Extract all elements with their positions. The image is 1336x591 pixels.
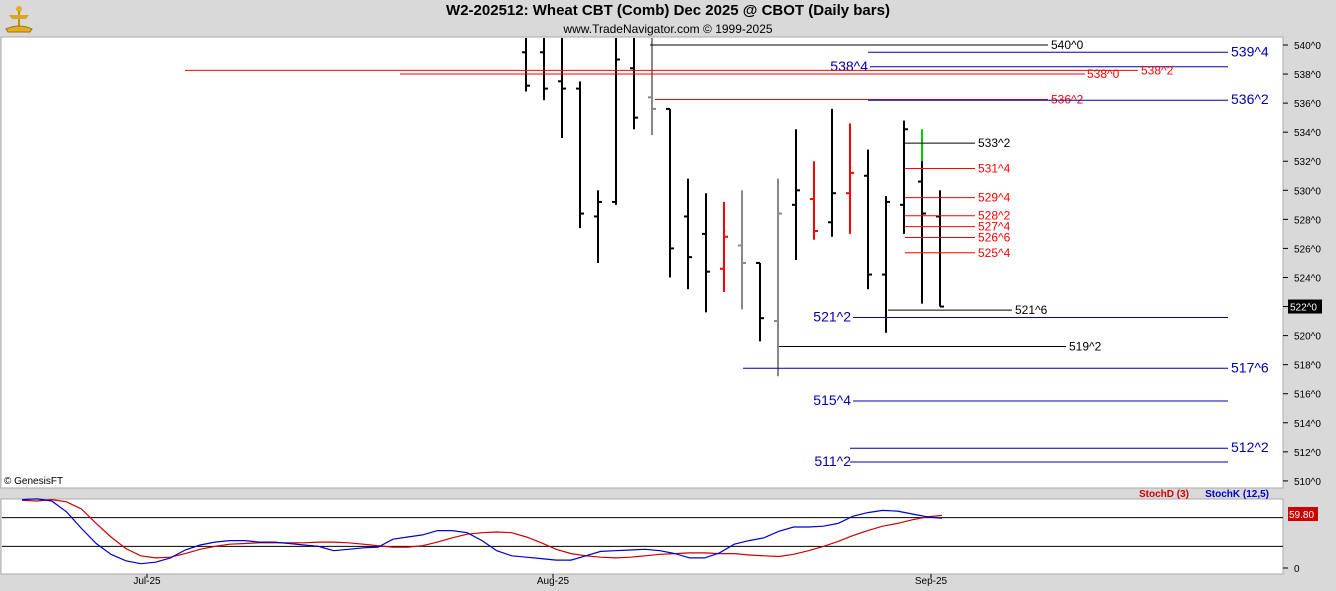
y-tick-label: 526^0 [1294,244,1321,255]
last-price-label: 522^0 [1290,303,1317,314]
y-tick-label: 532^0 [1294,157,1321,168]
price-level-label: 540^0 [1051,38,1084,52]
chart-title: W2-202512: Wheat CBT (Comb) Dec 2025 @ C… [446,2,890,19]
price-level-label: 528^2 [978,209,1011,223]
trade-navigator-logo-icon [4,3,34,38]
price-level-label: 517^6 [1231,359,1269,375]
y-tick-label: 536^0 [1294,99,1321,110]
price-level-label: 536^2 [1051,92,1084,106]
price-level-label: 536^2 [1231,91,1269,107]
price-level-label: 521^6 [1015,303,1048,317]
y-tick-label: 514^0 [1294,419,1321,430]
stoch-last-value-box [1288,507,1318,521]
y-tick-label: 516^0 [1294,390,1321,401]
price-level-label: 533^2 [978,136,1011,150]
price-level-label: 525^4 [978,246,1011,260]
copyright-label: © GenesisFT [4,476,63,487]
y-tick-label: 528^0 [1294,215,1321,226]
stoch-series-line [21,498,943,559]
price-level-label: 519^2 [1069,339,1102,353]
price-level-label: 538^2 [1141,63,1174,77]
price-level-label: 512^2 [1231,439,1269,455]
y-tick-label: 538^0 [1294,70,1321,81]
legend-stochd: StochD (3) [1139,489,1189,500]
x-tick-label: Jul-25 [133,576,161,587]
price-level-label: 526^6 [978,231,1011,245]
price-level-label: 511^2 [814,453,851,469]
y-tick-label: 534^0 [1294,128,1321,139]
legend-stochk: StochK (12,5) [1205,489,1269,500]
y-tick-label: 520^0 [1294,332,1321,343]
y-tick-label: 530^0 [1294,186,1321,197]
last-price-box [1288,299,1322,314]
price-panel[interactable] [0,36,1284,489]
y-tick-label: 540^0 [1294,41,1321,52]
price-level-label: 515^4 [813,392,851,408]
price-level-label: 531^4 [978,162,1011,176]
price-level-label: 538^4 [830,58,868,74]
y-tick-label: 524^0 [1294,273,1321,284]
price-level-label: 527^4 [978,220,1011,234]
stoch-series-line [21,498,943,565]
stoch-last-value-label: 59.80 [1289,510,1314,521]
chart-subtitle: www.TradeNavigator.com © 1999-2025 [563,22,773,36]
x-tick-label: Aug-25 [537,576,570,587]
price-level-label: 539^4 [1231,43,1269,59]
x-tick-label: Sep-25 [915,576,948,587]
y-tick-label: 510^0 [1294,477,1321,488]
price-level-label: 538^0 [1087,67,1120,81]
y-tick-label: 512^0 [1294,448,1321,459]
stoch-y-tick-label: 0 [1294,564,1300,575]
stochastic-panel[interactable] [0,498,1284,575]
y-tick-label: 518^0 [1294,361,1321,372]
price-level-label: 521^2 [813,308,851,324]
price-level-label: 529^4 [978,191,1011,205]
